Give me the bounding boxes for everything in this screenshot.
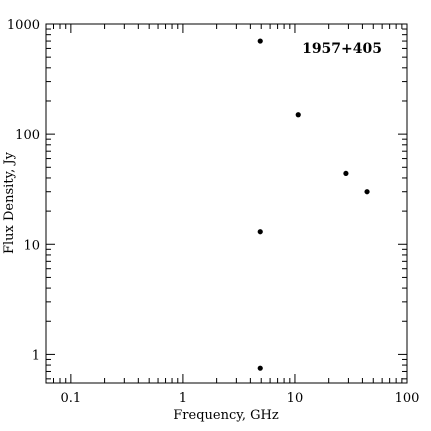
y-axis-label: Flux Density, Jy: [2, 151, 17, 254]
y-tick-labels: 1 10 100 1000: [7, 18, 40, 363]
x-tick-label-100: 100: [395, 391, 420, 406]
x-axis-label: Frequency, GHz: [173, 408, 279, 423]
y-tick-label-1000: 1000: [7, 18, 40, 33]
annotation-label: 1957+405: [302, 41, 382, 57]
ticks: [45, 23, 408, 383]
x-tick-label-0.1: 0.1: [61, 391, 82, 406]
x-tick-label-10: 10: [287, 391, 304, 406]
y-tick-label-10: 10: [23, 238, 40, 253]
plot-frame: [45, 23, 408, 384]
data-points: [257, 38, 370, 371]
y-tick-label-100: 100: [15, 128, 40, 143]
x-tick-label-1: 1: [179, 391, 187, 406]
data-point-3: [343, 170, 349, 177]
y-tick-label-1: 1: [32, 348, 40, 363]
data-point-4: [364, 189, 370, 195]
data-point-6: [257, 365, 263, 371]
data-point-1: [257, 38, 263, 44]
x-tick-labels: 0.1 1 10 100: [61, 391, 420, 406]
data-point-5: [257, 229, 263, 235]
data-point-2: [295, 112, 301, 118]
